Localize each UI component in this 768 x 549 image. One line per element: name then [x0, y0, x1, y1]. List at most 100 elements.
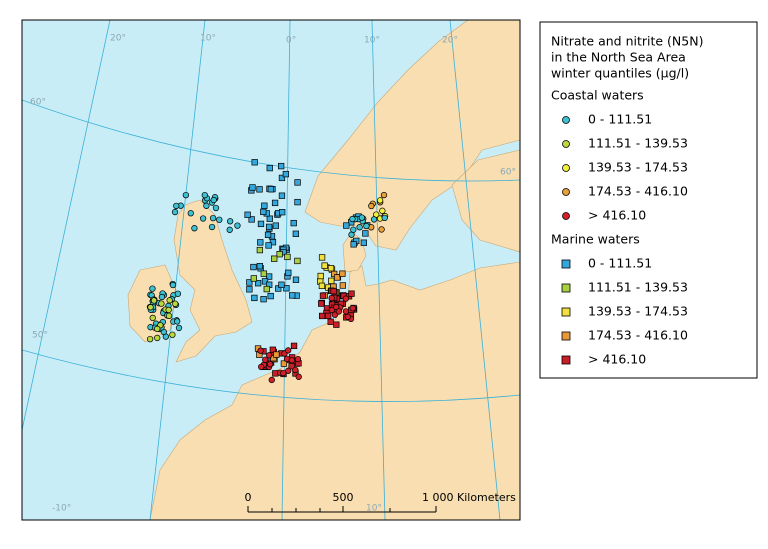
station-marker: [376, 197, 384, 204]
station-marker: [327, 265, 335, 272]
legend-label: 0 - 111.51: [588, 112, 652, 127]
station-marker: [290, 342, 298, 350]
station-marker: [257, 347, 264, 354]
station-marker: [271, 199, 279, 207]
station-marker: [264, 231, 272, 238]
station-marker: [209, 214, 217, 222]
station-marker: [158, 300, 165, 307]
legend-symbol: [562, 140, 570, 148]
station-marker: [258, 363, 265, 371]
station-marker: [295, 373, 302, 380]
station-marker: [318, 254, 326, 261]
legend-symbol: [561, 331, 571, 341]
station-marker: [356, 224, 363, 231]
station-marker: [284, 253, 291, 261]
station-marker: [172, 300, 179, 307]
station-marker: [260, 270, 267, 277]
station-marker: [318, 282, 326, 289]
station-marker: [226, 226, 233, 233]
station-marker: [171, 208, 179, 216]
station-marker: [158, 293, 166, 301]
station-marker: [208, 223, 216, 231]
station-marker: [360, 239, 367, 246]
station-marker: [294, 179, 301, 186]
station-marker: [212, 204, 220, 212]
station-marker: [288, 357, 296, 364]
scale-bar: [247, 506, 437, 513]
legend-symbol: [562, 188, 570, 196]
legend-symbol: [562, 164, 570, 172]
station-marker: [278, 192, 286, 199]
station-marker: [279, 209, 286, 216]
station-marker: [267, 292, 274, 300]
station-marker: [292, 276, 300, 283]
station-marker: [256, 263, 264, 270]
station-marker: [335, 308, 343, 315]
station-marker: [244, 211, 251, 218]
scale-label: 1 000 Kilometers: [422, 491, 516, 504]
station-marker: [201, 191, 208, 199]
graticule-label: 60°: [30, 98, 46, 108]
station-marker: [331, 311, 339, 318]
graticule-label: -10°: [52, 504, 71, 514]
legend-label: > 416.10: [588, 352, 646, 367]
legend-label: 139.53 - 174.53: [588, 160, 688, 175]
station-marker: [294, 355, 302, 363]
legend-title: winter quantiles (µg/l): [551, 66, 689, 81]
station-marker: [256, 246, 264, 254]
station-marker: [175, 324, 183, 332]
station-marker: [154, 325, 161, 333]
legend-title: in the North Sea Area: [551, 50, 686, 65]
station-marker: [381, 214, 388, 222]
station-marker: [285, 347, 292, 354]
station-marker: [294, 257, 301, 265]
stations: [146, 159, 389, 384]
station-marker: [273, 351, 280, 358]
legend-label: 174.53 - 416.10: [588, 184, 688, 199]
legend-heading: Coastal waters: [551, 88, 644, 103]
station-marker: [154, 334, 161, 342]
station-marker: [276, 251, 283, 258]
station-marker: [339, 270, 346, 277]
station-marker: [182, 191, 190, 199]
station-marker: [283, 285, 290, 292]
station-marker: [275, 285, 282, 292]
station-marker: [289, 292, 296, 299]
station-marker: [250, 263, 257, 271]
legend-title: Nitrate and nitrite (N5N): [551, 34, 703, 49]
station-marker: [260, 296, 267, 303]
graticule-label: 10°: [366, 504, 382, 514]
station-marker: [266, 215, 273, 222]
station-marker: [339, 282, 346, 289]
station-marker: [261, 278, 269, 285]
graticule-label: 20°: [110, 34, 126, 44]
station-marker: [149, 285, 156, 292]
station-marker: [246, 286, 253, 293]
station-marker: [216, 216, 223, 223]
station-marker: [321, 262, 328, 269]
station-marker: [261, 202, 268, 209]
station-marker: [265, 242, 272, 249]
station-marker: [257, 220, 265, 228]
station-marker: [169, 331, 176, 338]
station-marker: [280, 360, 288, 367]
station-marker: [318, 312, 326, 320]
station-marker: [173, 202, 180, 209]
legend-label: 174.53 - 416.10: [588, 328, 688, 343]
station-marker: [265, 223, 273, 231]
station-marker: [187, 210, 194, 217]
station-marker: [266, 164, 273, 172]
map: [22, 20, 520, 520]
station-marker: [378, 226, 385, 233]
graticule-label: 0°: [286, 36, 296, 46]
station-marker: [370, 216, 378, 223]
station-marker: [146, 335, 154, 343]
legend-symbol: [561, 283, 571, 293]
graticule-label: 60°: [500, 168, 516, 178]
station-marker: [285, 269, 292, 276]
station-marker: [165, 312, 173, 320]
station-marker: [150, 297, 158, 304]
station-marker: [350, 226, 357, 233]
legend-label: 139.53 - 174.53: [588, 304, 688, 319]
legend-symbol: [561, 355, 571, 365]
